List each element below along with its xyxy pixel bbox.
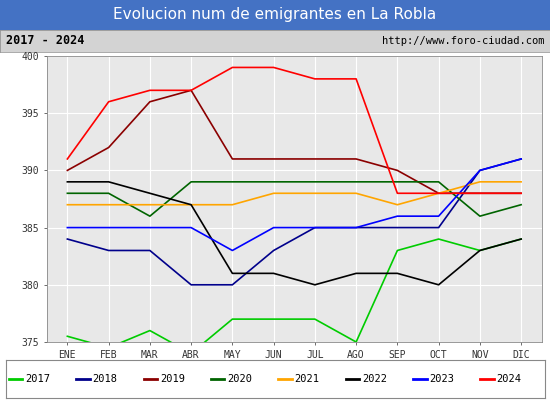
Text: 2017 - 2024: 2017 - 2024 bbox=[6, 34, 84, 48]
Text: 2020: 2020 bbox=[227, 374, 252, 384]
Text: 2018: 2018 bbox=[92, 374, 117, 384]
Text: http://www.foro-ciudad.com: http://www.foro-ciudad.com bbox=[382, 36, 544, 46]
Text: 2022: 2022 bbox=[362, 374, 387, 384]
Text: Evolucion num de emigrantes en La Robla: Evolucion num de emigrantes en La Robla bbox=[113, 8, 437, 22]
Text: 2019: 2019 bbox=[160, 374, 185, 384]
Text: 2021: 2021 bbox=[295, 374, 320, 384]
Text: 2023: 2023 bbox=[430, 374, 454, 384]
Text: 2017: 2017 bbox=[25, 374, 50, 384]
Text: 2024: 2024 bbox=[497, 374, 521, 384]
